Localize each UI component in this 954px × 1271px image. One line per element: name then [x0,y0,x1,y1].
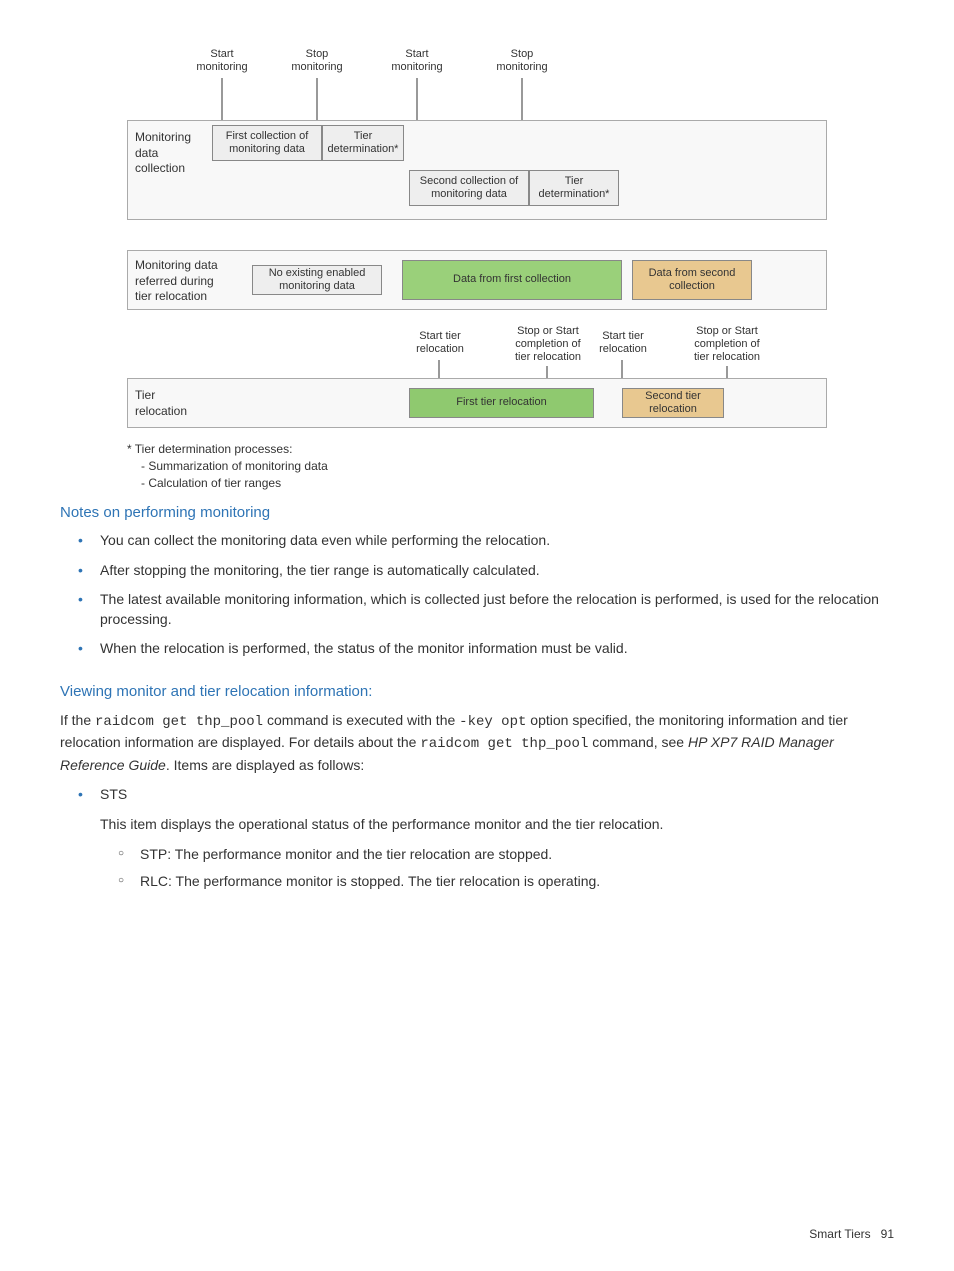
note-item: You can collect the monitoring data even… [60,531,894,551]
mid-label: Stop or Startcompletion oftier relocatio… [505,325,591,365]
code-raidcom2: raidcom get thp_pool [420,736,588,752]
diagram-box: First tier relocation [409,388,594,418]
sts-subitem: RLC: The performance monitor is stopped.… [100,872,894,892]
diagram-box: Tierdetermination* [529,170,619,206]
diagram-box: Data from first collection [402,260,622,300]
top-label: Startmonitoring [382,48,452,74]
viewing-paragraph: If the raidcom get thp_pool command is e… [60,710,894,775]
sts-sublist: STP: The performance monitor and the tie… [100,845,894,892]
sts-desc: This item displays the operational statu… [100,814,894,834]
note-item: After stopping the monitoring, the tier … [60,561,894,581]
row-header: Monitoring datareferred duringtier reloc… [135,258,255,305]
mid-label: Stop or Startcompletion oftier relocatio… [682,325,772,365]
mid-label: Start tierrelocation [405,330,475,356]
sts-list: STS This item displays the operational s… [60,785,894,892]
diagram-box: Tierdetermination* [322,125,404,161]
mid-label: Start tierrelocation [592,330,654,356]
top-label: Stopmonitoring [282,48,352,74]
viewing-heading: Viewing monitor and tier relocation info… [60,683,894,700]
row-header: Monitoringdatacollection [135,130,215,177]
diagram-footnote: * Tier determination processes: - Summar… [127,441,328,491]
diagram-box: Second tierrelocation [622,388,724,418]
diagram-box: Data from secondcollection [632,260,752,300]
notes-heading: Notes on performing monitoring [60,504,894,521]
code-keyopt: -key opt [459,714,526,730]
diagram-box: First collection ofmonitoring data [212,125,322,161]
code-raidcom: raidcom get thp_pool [95,714,263,730]
top-label: Stopmonitoring [487,48,557,74]
diagram-box: Second collection ofmonitoring data [409,170,529,206]
note-item: The latest available monitoring informat… [60,590,894,629]
tier-diagram: Startmonitoring Stopmonitoring Startmonito… [127,40,827,480]
diagram-box: No existing enabledmonitoring data [252,265,382,295]
note-item: When the relocation is performed, the st… [60,639,894,659]
sts-item: STS This item displays the operational s… [60,785,894,892]
row-header: Tierrelocation [135,388,215,419]
page-footer: Smart Tiers 91 [809,1227,894,1241]
sts-subitem: STP: The performance monitor and the tie… [100,845,894,865]
notes-list: You can collect the monitoring data even… [60,531,894,659]
top-label: Startmonitoring [187,48,257,74]
